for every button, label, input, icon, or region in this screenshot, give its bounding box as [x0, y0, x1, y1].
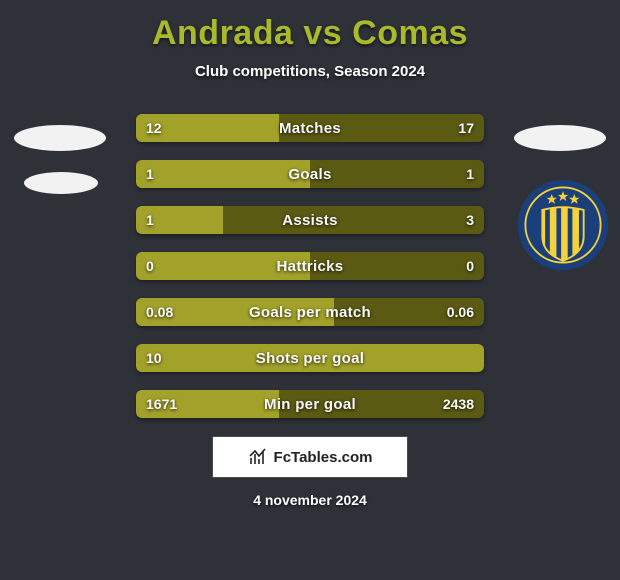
stat-value-left: 1 — [146, 206, 154, 234]
stat-row: Goals1 1 — [136, 160, 484, 188]
club-crest-icon — [516, 178, 610, 272]
placeholder-oval-icon — [24, 172, 98, 194]
stat-value-left: 10 — [146, 344, 162, 372]
placeholder-oval-icon — [514, 125, 606, 151]
stat-label: Goals — [136, 160, 484, 188]
subtitle: Club competitions, Season 2024 — [0, 63, 620, 80]
source-box: FcTables.com — [212, 436, 408, 478]
stat-value-right: 17 — [458, 114, 474, 142]
stat-label: Assists — [136, 206, 484, 234]
stat-label: Matches — [136, 114, 484, 142]
stat-label: Min per goal — [136, 390, 484, 418]
stat-row: Matches12 17 — [136, 114, 484, 142]
stat-value-left: 0.08 — [146, 298, 173, 326]
stat-row: Hattricks0 0 — [136, 252, 484, 280]
placeholder-oval-icon — [14, 125, 106, 151]
date-text: 4 november 2024 — [0, 492, 620, 508]
comparison-bars: Matches1217Goals11Assists13Hattricks00Go… — [136, 114, 484, 418]
chart-icon — [248, 447, 268, 467]
player-a-name: Andrada — [152, 14, 293, 52]
stat-value-left: 0 — [146, 252, 154, 280]
stat-value-right: 3 — [466, 206, 474, 234]
stat-value-right: 2438 — [443, 390, 474, 418]
stat-label: Goals per match — [136, 298, 484, 326]
vs-text: vs — [303, 14, 342, 52]
stat-row: Assists1 3 — [136, 206, 484, 234]
stat-value-right: 0 — [466, 252, 474, 280]
stat-value-left: 12 — [146, 114, 162, 142]
stat-row: Shots per goal10 — [136, 344, 484, 372]
stat-label: Shots per goal — [136, 344, 484, 372]
player-b-name: Comas — [352, 14, 468, 52]
stat-value-right: 1 — [466, 160, 474, 188]
stat-value-left: 1 — [146, 160, 154, 188]
source-text: FcTables.com — [274, 449, 373, 466]
stat-value-right: 0.06 — [447, 298, 474, 326]
stat-value-left: 1671 — [146, 390, 177, 418]
stat-label: Hattricks — [136, 252, 484, 280]
stat-row: Goals per match0.08 0.06 — [136, 298, 484, 326]
stat-row: Min per goal1671 2438 — [136, 390, 484, 418]
page-title: Andrada vs Comas — [0, 14, 620, 53]
